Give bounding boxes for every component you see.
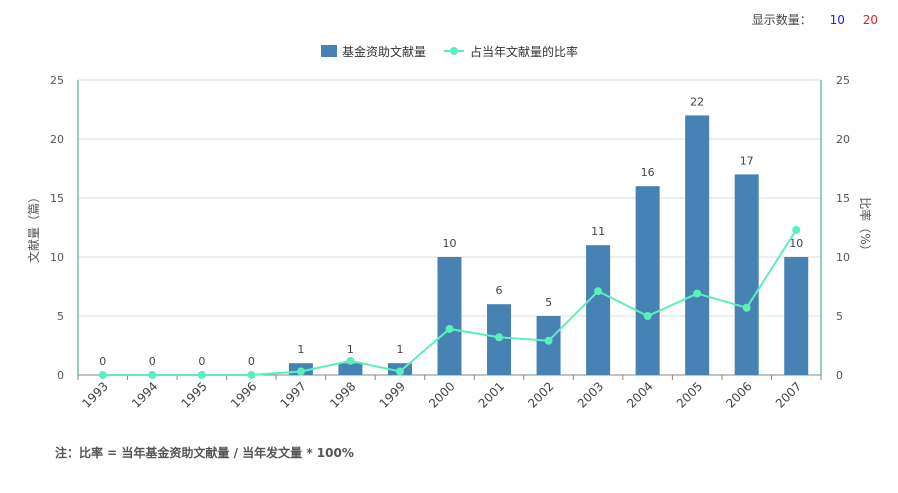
- bars: [288, 115, 809, 376]
- ratio-point[interactable]: [495, 333, 504, 342]
- y-tick-label: 10: [50, 251, 64, 264]
- bar[interactable]: [586, 245, 611, 375]
- bar-label: 1: [396, 343, 403, 356]
- bar[interactable]: [734, 174, 759, 375]
- bar-label: 6: [496, 284, 503, 297]
- x-tick-label: 1999: [377, 379, 408, 410]
- x-tick-label: 2002: [525, 379, 556, 410]
- ratio-point[interactable]: [395, 367, 404, 376]
- x-tick-label: 2000: [426, 379, 457, 410]
- x-tick-label: 1997: [278, 379, 309, 410]
- y-tick-label: 20: [50, 133, 64, 146]
- bar[interactable]: [635, 186, 660, 375]
- bar-label: 16: [641, 166, 655, 179]
- ratio-point[interactable]: [98, 371, 107, 379]
- y-tick-label: 5: [57, 310, 64, 323]
- ratio-point[interactable]: [594, 287, 603, 296]
- bar-label: 1: [347, 343, 354, 356]
- x-tick-label: 1996: [228, 379, 259, 410]
- bar-label: 0: [149, 355, 156, 368]
- bar-label: 5: [545, 296, 552, 309]
- ratio-point[interactable]: [247, 371, 256, 379]
- bar[interactable]: [784, 257, 809, 375]
- x-tick-label: 2005: [674, 379, 705, 410]
- y2-tick-label: 10: [836, 251, 850, 264]
- ratio-point[interactable]: [197, 371, 206, 379]
- bar[interactable]: [536, 316, 561, 375]
- footnote: 注：比率 = 当年基金资助文献量 / 当年发文量 * 100%: [55, 446, 354, 460]
- display-count-option-10[interactable]: 10: [829, 13, 845, 27]
- legend-item-bar[interactable]: 基金资助文献量: [321, 44, 426, 59]
- display-count-label: 显示数量：: [751, 13, 812, 27]
- x-tick-label: 1993: [79, 379, 110, 410]
- legend-swatch-bar: [321, 45, 337, 57]
- bar-label: 17: [740, 154, 754, 167]
- ratio-point[interactable]: [643, 312, 652, 320]
- ratio-point[interactable]: [544, 336, 553, 345]
- legend: 基金资助文献量 占当年文献量的比率: [321, 44, 578, 59]
- bar-label: 0: [248, 355, 255, 368]
- bar[interactable]: [685, 115, 710, 376]
- ratio-point[interactable]: [445, 324, 454, 333]
- x-tick-label: 1995: [178, 379, 209, 410]
- x-tick-label: 2003: [575, 379, 606, 410]
- ratio-point[interactable]: [148, 371, 157, 379]
- y2-tick-label: 20: [836, 133, 850, 146]
- bar-label: 0: [99, 355, 106, 368]
- legend-label-bar: 基金资助文献量: [342, 44, 426, 59]
- ratio-point[interactable]: [792, 225, 801, 234]
- y-tick-label: 25: [50, 74, 64, 87]
- x-tick-label: 1998: [327, 379, 358, 410]
- x-tick-labels: 1993 1994 1995 1996 1997 1998 1999 2000 2001 2002…: [79, 379, 804, 410]
- display-count-option-20[interactable]: 20: [862, 13, 878, 27]
- legend-label-line: 占当年文献量的比率: [470, 44, 578, 59]
- bar-label: 10: [789, 237, 803, 250]
- x-tick-label: 1994: [129, 379, 160, 410]
- bar[interactable]: [338, 363, 363, 375]
- bar-label: 22: [690, 95, 704, 108]
- y2-axis-label: 比率（%）: [858, 197, 873, 256]
- x-tick-label: 2004: [624, 379, 655, 410]
- bar[interactable]: [437, 257, 462, 375]
- legend-item-line[interactable]: 占当年文献量的比率: [444, 44, 578, 59]
- y2-tick-label: 15: [836, 192, 850, 205]
- ratio-point[interactable]: [693, 289, 702, 298]
- bar-label: 1: [297, 343, 304, 356]
- y2-tick-label: 25: [836, 74, 850, 87]
- line-series: [98, 225, 801, 379]
- display-count-control: 显示数量： 10 20: [752, 11, 878, 28]
- ratio-point[interactable]: [742, 303, 751, 312]
- x-tick-label: 2001: [476, 379, 507, 410]
- y-tick-label: 0: [57, 369, 64, 382]
- y2-tick-label: 0: [836, 369, 843, 382]
- ratio-point[interactable]: [296, 367, 305, 376]
- ratio-point[interactable]: [346, 356, 355, 365]
- y-tick-label: 15: [50, 192, 64, 205]
- x-tick-label: 2006: [723, 379, 754, 410]
- bar-label: 11: [591, 225, 605, 238]
- bar-label: 0: [198, 355, 205, 368]
- x-tick-label: 2007: [773, 379, 804, 410]
- bar-label: 10: [443, 237, 457, 250]
- y2-tick-label: 5: [836, 310, 843, 323]
- y-axis-label: 文献量（篇）: [26, 191, 41, 263]
- legend-swatch-marker: [450, 47, 458, 55]
